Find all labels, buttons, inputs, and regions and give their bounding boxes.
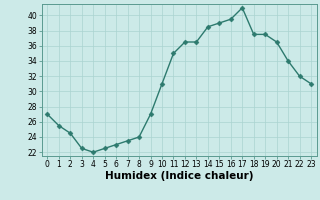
X-axis label: Humidex (Indice chaleur): Humidex (Indice chaleur) <box>105 171 253 181</box>
